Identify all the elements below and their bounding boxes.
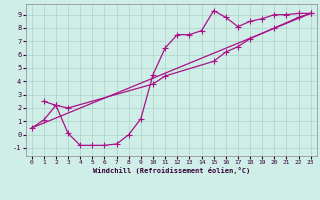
X-axis label: Windchill (Refroidissement éolien,°C): Windchill (Refroidissement éolien,°C) xyxy=(92,167,250,174)
